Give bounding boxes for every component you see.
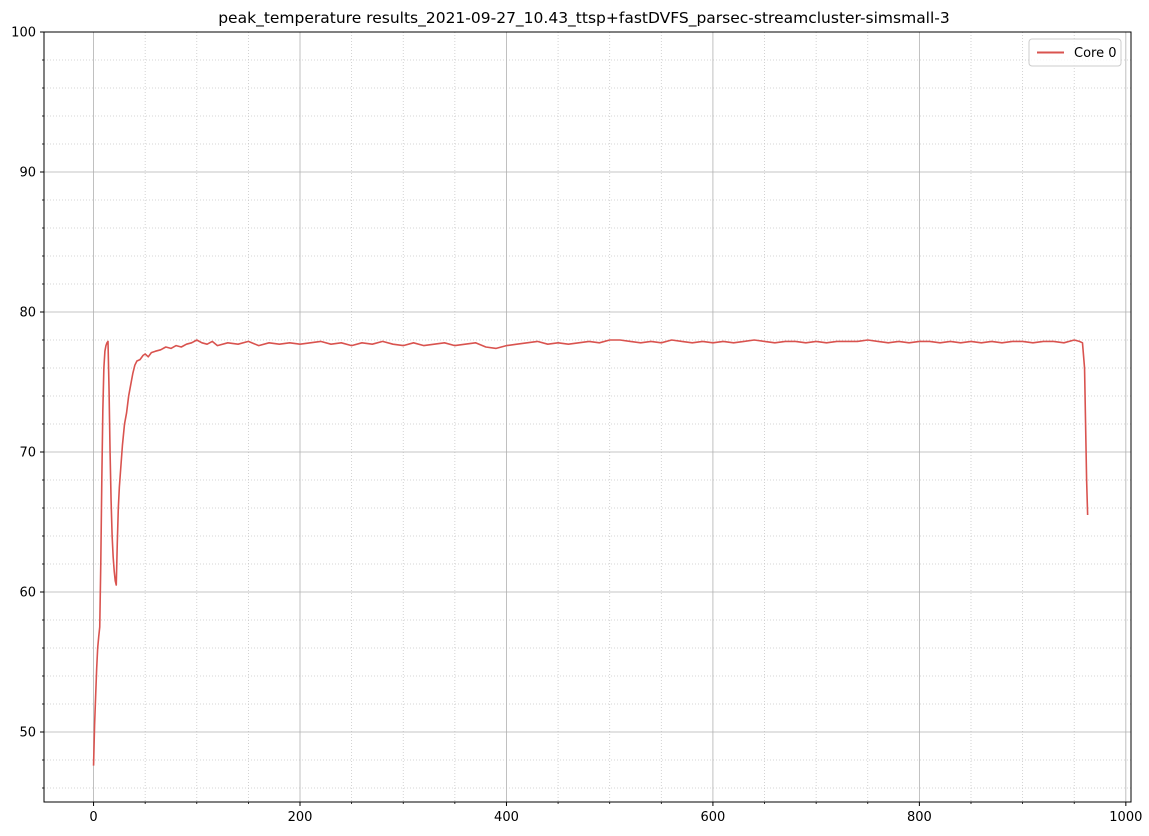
axis-tick-labels: 0 200 400 600 800 1000 50 60 70 80 90 100: [11, 26, 1142, 826]
y-tick-label: 60: [19, 586, 36, 601]
y-tick-label: 70: [19, 446, 36, 461]
y-tick-label: 80: [19, 306, 36, 321]
x-tick-label: 1000: [1109, 810, 1142, 825]
x-tick-label: 400: [494, 810, 519, 825]
x-tick-label: 0: [89, 810, 97, 825]
x-tick-label: 200: [288, 810, 313, 825]
legend-label-core-0: Core 0: [1074, 46, 1117, 61]
legend: Core 0: [1028, 38, 1122, 67]
series-line-core-0: [92, 339, 1089, 766]
x-tick-label: 600: [701, 810, 726, 825]
y-tick-label: 90: [19, 166, 36, 181]
major-grid: [44, 31, 1131, 802]
legend-box: [1028, 38, 1122, 67]
series-layer: [92, 339, 1089, 766]
minor-grid: [44, 32, 1131, 802]
x-tick-label: 800: [907, 810, 932, 825]
chart-title: peak_temperature results_2021-09-27_10.4…: [218, 9, 950, 28]
plot-frame: [43, 31, 1132, 803]
axis-ticks: [40, 31, 1127, 806]
y-tick-label: 100: [11, 26, 36, 41]
y-tick-label: 50: [19, 726, 36, 741]
